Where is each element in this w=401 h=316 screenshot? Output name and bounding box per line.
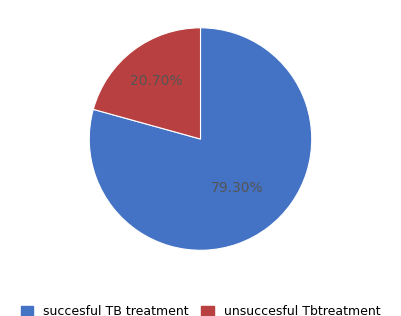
Wedge shape [93,28,200,139]
Text: 20.70%: 20.70% [130,75,183,88]
Wedge shape [89,28,312,250]
Legend: succesful TB treatment, unsuccesful Tbtreatment: succesful TB treatment, unsuccesful Tbtr… [17,301,384,316]
Text: 79.30%: 79.30% [211,181,264,195]
